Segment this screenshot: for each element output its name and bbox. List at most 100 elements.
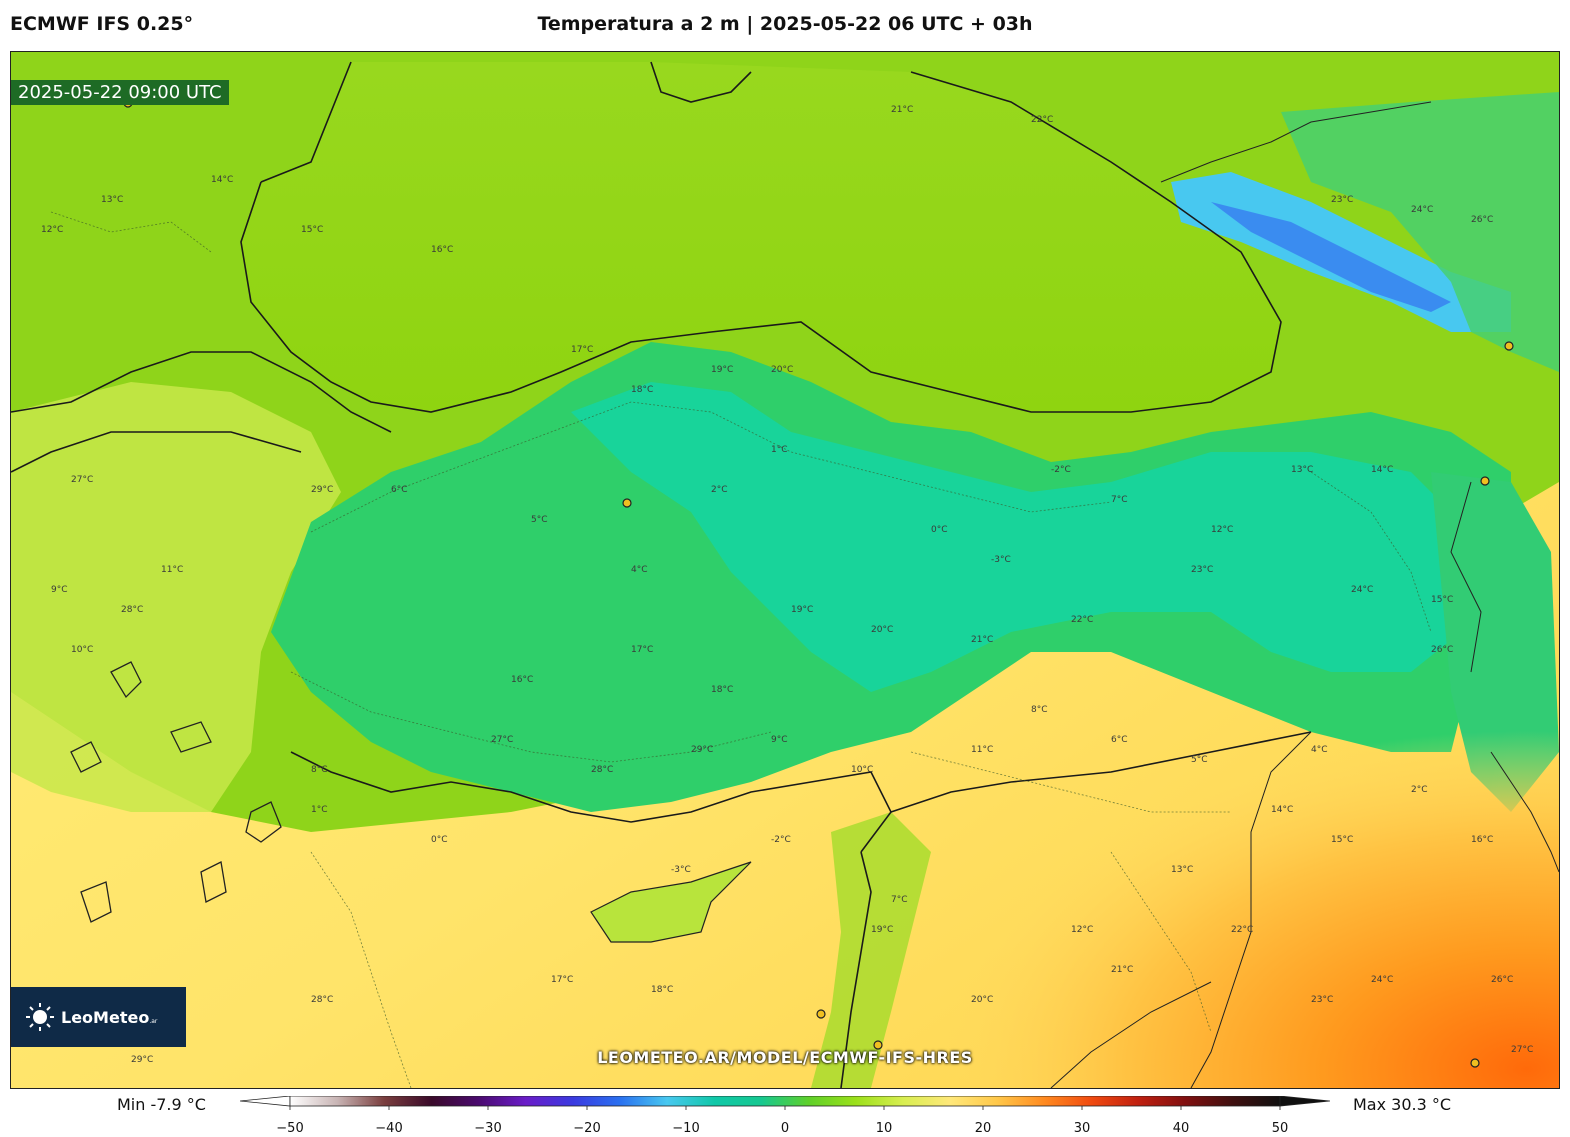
city-marker (622, 498, 632, 508)
contour-label: 15°C (1331, 835, 1353, 845)
contour-label: -2°C (771, 835, 791, 845)
city-marker (1504, 341, 1514, 351)
contour-label: 16°C (1471, 835, 1493, 845)
city-marker (873, 1040, 883, 1050)
contour-label: 5°C (531, 515, 548, 525)
contour-label: 15°C (301, 225, 323, 235)
contour-label: 26°C (1491, 975, 1513, 985)
contour-label: 17°C (571, 345, 593, 355)
contour-label: 20°C (771, 365, 793, 375)
cyprus-island (590, 861, 752, 943)
contour-label: 14°C (1371, 465, 1393, 475)
colorbar-tick-label: −40 (375, 1121, 402, 1136)
black-sea (241, 62, 1281, 412)
contour-label: 15°C (1431, 595, 1453, 605)
contour-label: 7°C (891, 895, 908, 905)
contour-label: 2°C (1411, 785, 1428, 795)
contour-label: 27°C (71, 475, 93, 485)
colorbar-tick-label: 20 (975, 1121, 992, 1136)
city-marker (1470, 1058, 1480, 1068)
colorbar-tick-label: −30 (474, 1121, 501, 1136)
colorbar-ticks: −50 −40 −30 −20 −10 0 10 20 30 40 50 (276, 1106, 1288, 1136)
contour-label: -2°C (1051, 465, 1071, 475)
contour-label: 17°C (631, 645, 653, 655)
contour-label: 28°C (591, 765, 613, 775)
contour-label: 24°C (1371, 975, 1393, 985)
contour-label: 29°C (311, 485, 333, 495)
contour-label: 20°C (971, 995, 993, 1005)
contour-label: 12°C (1211, 525, 1233, 535)
contour-labels: 12°C 13°C 14°C 15°C 16°C 17°C 18°C 19°C 20°C 21°C… (41, 105, 1533, 1065)
contour-label: 23°C (1311, 995, 1333, 1005)
contour-label: 17°C (551, 975, 573, 985)
contour-label: 19°C (791, 605, 813, 615)
contour-label: 14°C (1271, 805, 1293, 815)
coastlines (11, 61, 1312, 1088)
colorbar-tick-label: 0 (781, 1121, 789, 1136)
colorbar-tick-label: 30 (1074, 1121, 1091, 1136)
map-title: Temperatura a 2 m | 2025-05-22 06 UTC + … (537, 13, 1033, 35)
contour-label: 29°C (131, 1055, 153, 1065)
contour-label: 21°C (891, 105, 913, 115)
map-canvas: 12°C 13°C 14°C 15°C 16°C 17°C 18°C 19°C 20°C 21°C… (11, 52, 1559, 1088)
contour-label: 22°C (1071, 615, 1093, 625)
city-marker (1480, 476, 1490, 486)
contour-label: 16°C (431, 245, 453, 255)
contour-label: 24°C (1411, 205, 1433, 215)
aegean-islands (70, 661, 282, 923)
colorbar-tick-label: 40 (1173, 1121, 1190, 1136)
contour-label: 0°C (431, 835, 448, 845)
contour-label: 1°C (771, 445, 788, 455)
contour-label: 19°C (871, 925, 893, 935)
contour-label: 19°C (711, 365, 733, 375)
borders (1050, 101, 1559, 1088)
contour-label: 10°C (851, 765, 873, 775)
contour-label: 4°C (1311, 745, 1328, 755)
colorbar-tick-label: −50 (276, 1121, 303, 1136)
model-label: ECMWF IFS 0.25° (10, 13, 194, 35)
contour-lines (50, 211, 1432, 1088)
contour-label: 12°C (1071, 925, 1093, 935)
colorbar-tick-label: 10 (876, 1121, 893, 1136)
contour-label: 24°C (1351, 585, 1373, 595)
contour-label: 4°C (631, 565, 648, 575)
colorbar-tick-label: −10 (672, 1121, 699, 1136)
southeast-hot (911, 712, 1559, 1088)
contour-label: 12°C (41, 225, 63, 235)
contour-label: 13°C (1291, 465, 1313, 475)
contour-label: 18°C (651, 985, 673, 995)
city-marker (816, 1009, 826, 1019)
contour-label: 21°C (1111, 965, 1133, 975)
contour-label: 16°C (511, 675, 533, 685)
contour-label: 2°C (711, 485, 728, 495)
contour-label: 28°C (121, 605, 143, 615)
contour-label: 27°C (1511, 1045, 1533, 1055)
contour-label: 11°C (161, 565, 183, 575)
contour-label: 9°C (771, 735, 788, 745)
contour-label: 1°C (311, 805, 328, 815)
contour-label: -3°C (671, 865, 691, 875)
min-temp-label: Min -7.9 °C (117, 1095, 206, 1114)
colorbar-tick-label: 50 (1272, 1121, 1289, 1136)
contour-label: 26°C (1431, 645, 1453, 655)
contour-label: 0°C (931, 525, 948, 535)
source-url[interactable]: LEOMETEO.AR/MODEL/ECMWF-IFS-HRES (597, 1048, 973, 1067)
temperature-map[interactable]: 12°C 13°C 14°C 15°C 16°C 17°C 18°C 19°C 20°C 21°C… (10, 51, 1560, 1089)
northeast-greens (1281, 92, 1559, 372)
colorbar-min-arrow (240, 1096, 291, 1107)
contour-label: 22°C (1031, 115, 1053, 125)
contour-label: 20°C (871, 625, 893, 635)
contour-label: 9°C (51, 585, 68, 595)
contour-label: 22°C (1231, 925, 1253, 935)
contour-label: 21°C (971, 635, 993, 645)
leometeo-logo[interactable]: LeoMeteo.ar (11, 987, 186, 1047)
colorbar-gradient (289, 1096, 1281, 1107)
logo-name: LeoMeteo.ar (61, 1007, 158, 1027)
contour-label: 14°C (211, 175, 233, 185)
caucasus-coldest (1211, 202, 1451, 312)
contour-label: 29°C (691, 745, 713, 755)
contour-label: 13°C (101, 195, 123, 205)
contour-label: 6°C (391, 485, 408, 495)
contour-label: 23°C (1191, 565, 1213, 575)
contour-label: -3°C (991, 555, 1011, 565)
